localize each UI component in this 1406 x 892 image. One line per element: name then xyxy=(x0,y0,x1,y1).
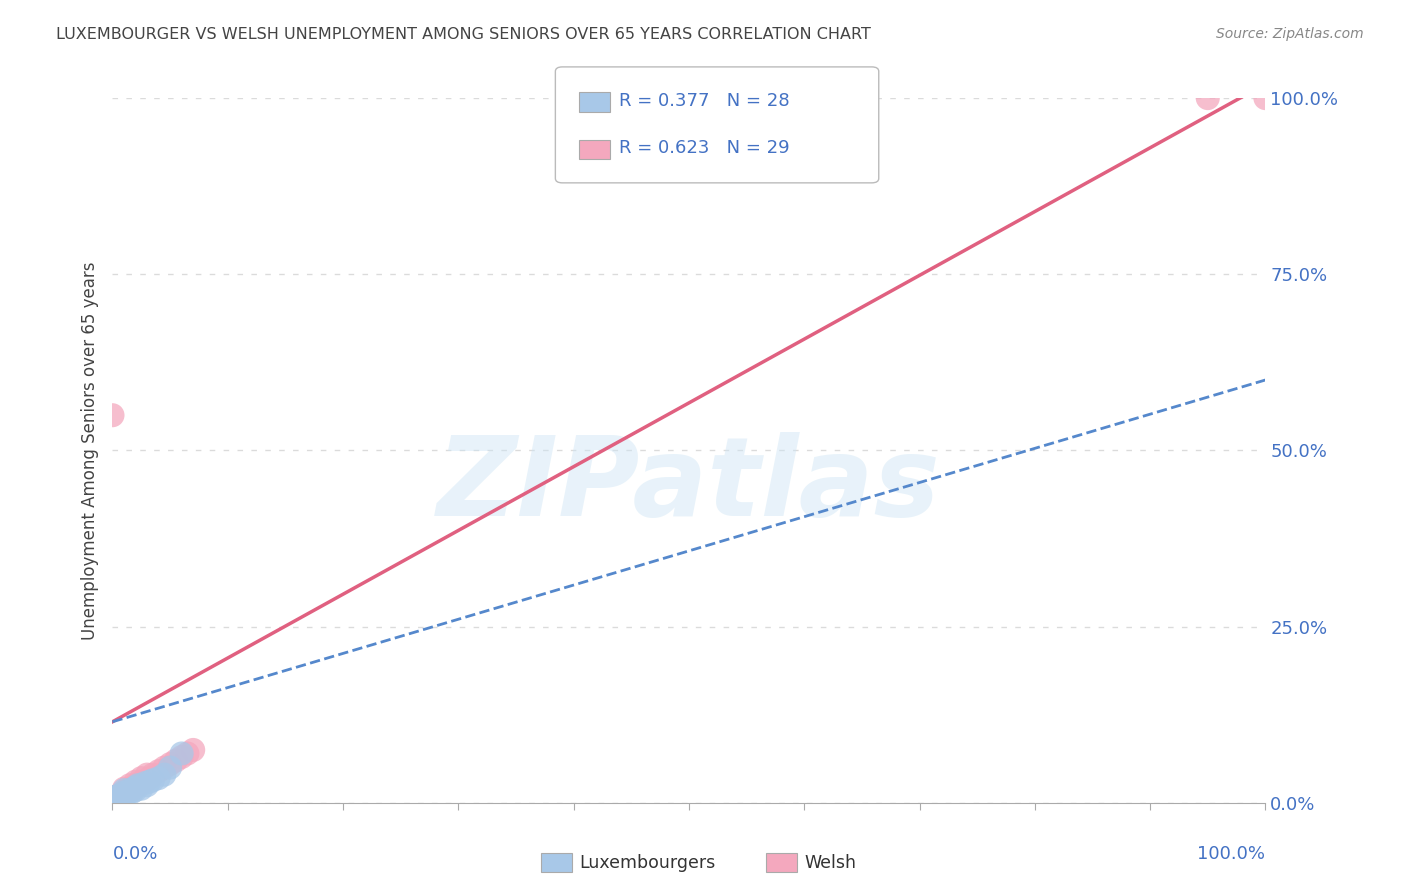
Y-axis label: Unemployment Among Seniors over 65 years: Unemployment Among Seniors over 65 years xyxy=(80,261,98,640)
Point xyxy=(127,778,149,792)
Point xyxy=(129,771,153,785)
Point xyxy=(122,781,145,796)
Point xyxy=(142,773,165,788)
Text: Luxembourgers: Luxembourgers xyxy=(579,855,716,872)
Point xyxy=(127,778,149,792)
Point xyxy=(159,757,181,772)
Point xyxy=(134,774,156,789)
Text: ZIPatlas: ZIPatlas xyxy=(437,433,941,539)
Point xyxy=(121,785,143,799)
Point xyxy=(153,767,176,781)
Point xyxy=(124,774,146,789)
Point xyxy=(170,750,193,764)
Point xyxy=(124,780,146,795)
Point xyxy=(165,754,187,768)
Point xyxy=(111,789,134,803)
Point xyxy=(129,774,153,789)
Point xyxy=(112,785,135,799)
Point xyxy=(122,781,145,796)
Point xyxy=(101,796,124,810)
Point xyxy=(124,778,146,792)
Point xyxy=(111,788,134,802)
Point xyxy=(107,789,129,803)
Point xyxy=(111,789,134,803)
Point xyxy=(138,771,160,785)
Point xyxy=(107,789,129,803)
Point xyxy=(112,783,135,797)
Point xyxy=(136,767,159,781)
Point xyxy=(136,778,159,792)
Text: Source: ZipAtlas.com: Source: ZipAtlas.com xyxy=(1216,27,1364,41)
Point xyxy=(107,792,129,806)
Point xyxy=(112,785,135,799)
Point xyxy=(153,760,176,774)
Point xyxy=(142,767,165,781)
Text: R = 0.377   N = 28: R = 0.377 N = 28 xyxy=(619,93,789,111)
Point xyxy=(118,778,141,792)
Point xyxy=(110,790,132,805)
Point xyxy=(101,790,124,805)
Point xyxy=(118,783,141,797)
Point xyxy=(101,796,124,810)
Text: LUXEMBOURGER VS WELSH UNEMPLOYMENT AMONG SENIORS OVER 65 YEARS CORRELATION CHART: LUXEMBOURGER VS WELSH UNEMPLOYMENT AMONG… xyxy=(56,27,872,42)
Point xyxy=(181,743,204,757)
Point xyxy=(134,776,156,790)
Text: 0.0%: 0.0% xyxy=(112,845,157,863)
Text: 100.0%: 100.0% xyxy=(1198,845,1265,863)
Point xyxy=(115,788,138,802)
Text: R = 0.623   N = 29: R = 0.623 N = 29 xyxy=(619,139,789,157)
Point xyxy=(176,747,198,761)
Point xyxy=(115,785,138,799)
Point xyxy=(107,792,129,806)
Text: Welsh: Welsh xyxy=(804,855,856,872)
Point xyxy=(138,774,160,789)
Point xyxy=(148,764,170,778)
Point xyxy=(101,408,124,422)
Point xyxy=(118,781,141,796)
Point xyxy=(1197,91,1219,105)
Point xyxy=(124,783,146,797)
Point xyxy=(148,771,170,785)
Point xyxy=(170,747,193,761)
Point xyxy=(118,785,141,799)
Point xyxy=(159,760,181,774)
Point xyxy=(1254,91,1277,105)
Point xyxy=(112,781,135,796)
Point xyxy=(101,792,124,806)
Point xyxy=(112,789,135,803)
Point xyxy=(129,781,153,796)
